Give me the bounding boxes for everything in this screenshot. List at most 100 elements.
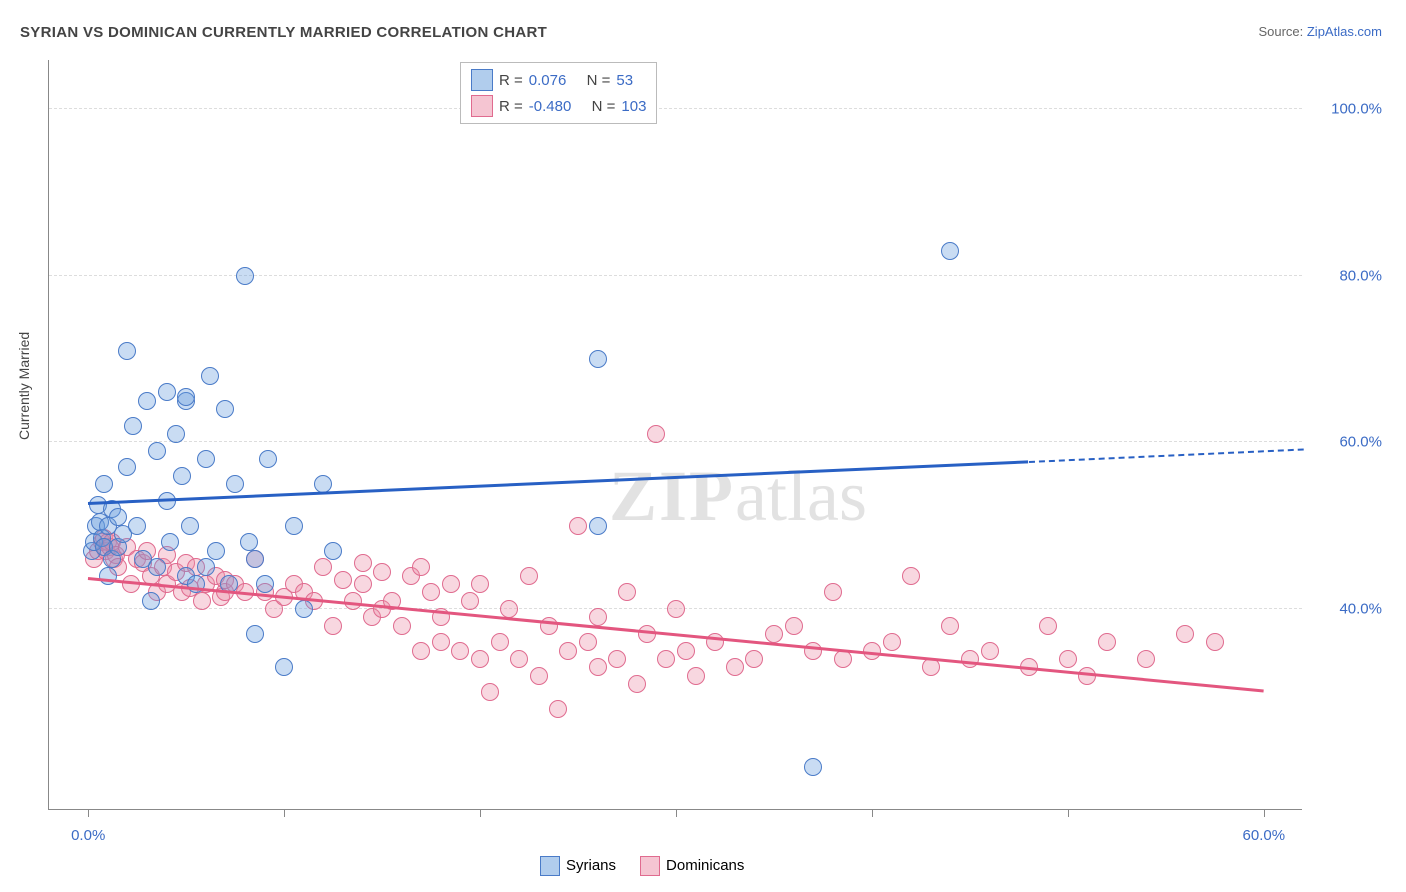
scatter-point (628, 675, 646, 693)
scatter-point (922, 658, 940, 676)
y-tick-label: 60.0% (1312, 434, 1382, 451)
scatter-point (158, 383, 176, 401)
scatter-point (941, 242, 959, 260)
source-attribution: Source: ZipAtlas.com (1258, 24, 1382, 39)
scatter-point (461, 592, 479, 610)
series-legend: Syrians Dominicans (540, 856, 744, 876)
scatter-point (589, 608, 607, 626)
scatter-point (161, 533, 179, 551)
scatter-point (540, 617, 558, 635)
x-tick-label: 0.0% (71, 827, 105, 844)
scatter-point (559, 642, 577, 660)
scatter-point (834, 650, 852, 668)
scatter-point (373, 563, 391, 581)
scatter-point (471, 575, 489, 593)
scatter-point (138, 392, 156, 410)
scatter-point (193, 592, 211, 610)
y-tick-label: 100.0% (1312, 101, 1382, 118)
x-tick (88, 809, 89, 817)
watermark: ZIPatlas (609, 455, 867, 538)
scatter-point (765, 625, 783, 643)
scatter-point (520, 567, 538, 585)
scatter-point (1137, 650, 1155, 668)
scatter-point (354, 575, 372, 593)
scatter-point (118, 458, 136, 476)
scatter-point (324, 617, 342, 635)
correlation-legend: R = 0.076 N = 53 R = -0.480 N = 103 (460, 62, 657, 124)
scatter-point (275, 658, 293, 676)
scatter-point (510, 650, 528, 668)
scatter-point (109, 508, 127, 526)
scatter-point (393, 617, 411, 635)
scatter-point (687, 667, 705, 685)
scatter-point (530, 667, 548, 685)
scatter-point (579, 633, 597, 651)
scatter-point (334, 571, 352, 589)
scatter-point (240, 533, 258, 551)
legend-item-dominicans: Dominicans (640, 856, 744, 876)
scatter-point (638, 625, 656, 643)
scatter-point (259, 450, 277, 468)
gridline (49, 108, 1302, 109)
scatter-point (589, 658, 607, 676)
scatter-point (142, 592, 160, 610)
scatter-point (1098, 633, 1116, 651)
scatter-point (804, 758, 822, 776)
scatter-point (941, 617, 959, 635)
scatter-point (647, 425, 665, 443)
scatter-plot-area: ZIPatlas 40.0%60.0%80.0%100.0%0.0%60.0% (48, 60, 1302, 810)
chart-title: SYRIAN VS DOMINICAN CURRENTLY MARRIED CO… (20, 24, 547, 41)
y-tick-label: 80.0% (1312, 267, 1382, 284)
scatter-point (422, 583, 440, 601)
scatter-point (432, 633, 450, 651)
scatter-point (95, 475, 113, 493)
scatter-point (324, 542, 342, 560)
scatter-point (167, 425, 185, 443)
y-axis-label: Currently Married (16, 332, 32, 440)
scatter-point (226, 475, 244, 493)
scatter-point (128, 517, 146, 535)
scatter-point (295, 600, 313, 618)
scatter-point (197, 558, 215, 576)
scatter-point (181, 517, 199, 535)
scatter-point (657, 650, 675, 668)
scatter-point (124, 417, 142, 435)
x-tick (1264, 809, 1265, 817)
scatter-point (412, 642, 430, 660)
scatter-point (961, 650, 979, 668)
scatter-point (236, 267, 254, 285)
scatter-point (481, 683, 499, 701)
scatter-point (344, 592, 362, 610)
legend-item-syrians: Syrians (540, 856, 616, 876)
scatter-point (1039, 617, 1057, 635)
scatter-point (618, 583, 636, 601)
scatter-point (608, 650, 626, 668)
scatter-point (589, 517, 607, 535)
source-link[interactable]: ZipAtlas.com (1307, 24, 1382, 39)
scatter-point (118, 342, 136, 360)
scatter-point (785, 617, 803, 635)
x-tick (284, 809, 285, 817)
scatter-point (256, 575, 274, 593)
gridline (49, 441, 1302, 442)
scatter-point (1176, 625, 1194, 643)
scatter-point (246, 550, 264, 568)
scatter-point (491, 633, 509, 651)
scatter-point (677, 642, 695, 660)
scatter-point (216, 400, 234, 418)
scatter-point (824, 583, 842, 601)
scatter-point (177, 388, 195, 406)
x-tick-label: 60.0% (1243, 827, 1286, 844)
scatter-point (201, 367, 219, 385)
scatter-point (197, 450, 215, 468)
scatter-point (207, 542, 225, 560)
scatter-point (569, 517, 587, 535)
y-tick-label: 40.0% (1312, 601, 1382, 618)
x-tick (480, 809, 481, 817)
scatter-point (981, 642, 999, 660)
scatter-point (1059, 650, 1077, 668)
scatter-point (471, 650, 489, 668)
scatter-point (173, 467, 191, 485)
scatter-point (1206, 633, 1224, 651)
scatter-point (745, 650, 763, 668)
